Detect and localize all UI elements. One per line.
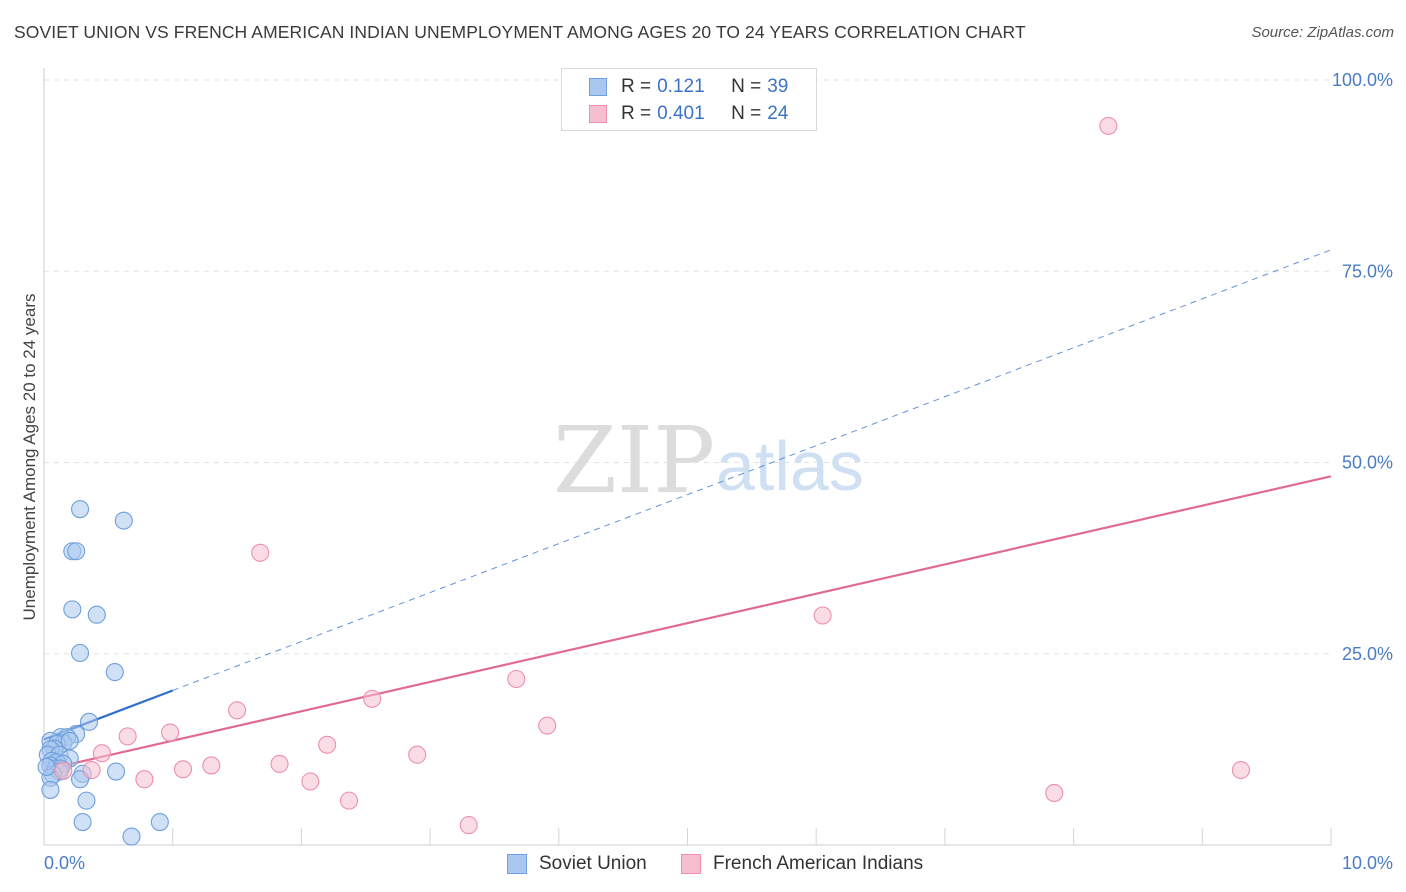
legend-item-french-american-indians[interactable]: French American Indians — [681, 851, 923, 877]
french-point — [82, 760, 101, 780]
y-tick-label: 100.0% — [1332, 70, 1393, 90]
french-point — [92, 744, 111, 763]
correlation-legend: R = 0.121 N = 39 R = 0.401 N = 24 — [561, 68, 817, 131]
soviet-point — [73, 812, 92, 832]
soviet-point — [114, 511, 133, 530]
soviet-point — [70, 643, 90, 663]
french-trendline — [43, 475, 1332, 772]
legend-label: Soviet Union — [539, 853, 647, 874]
french-point — [459, 816, 478, 835]
soviet-point — [150, 812, 169, 832]
french-legend-swatch — [681, 854, 701, 874]
y-tick-label: 50.0% — [1342, 453, 1393, 473]
legend-label: French American Indians — [713, 853, 924, 874]
y-tick-label: 75.0% — [1342, 261, 1393, 281]
soviet-point — [67, 542, 86, 561]
soviet-point — [41, 780, 60, 799]
r-label: R = — [621, 103, 652, 124]
axes: Unemployment Among Ages 20 to 24 years — [20, 68, 1331, 846]
n-label: N = — [731, 76, 762, 97]
french-point — [1045, 783, 1064, 803]
watermark-atlas: atlas — [716, 427, 864, 505]
r-label: R = — [621, 76, 652, 97]
french-point — [251, 543, 270, 562]
french-point — [135, 770, 154, 789]
french-point — [202, 756, 221, 775]
r-value: 0.401 — [657, 103, 705, 124]
soviet-point — [77, 791, 96, 810]
soviet-point — [79, 712, 99, 731]
n-value: 24 — [767, 103, 789, 124]
french-point — [538, 716, 557, 735]
soviet-legend-swatch — [507, 854, 527, 874]
n-value: 39 — [767, 76, 789, 97]
french-swatch — [589, 105, 607, 123]
legend-item-soviet-union[interactable]: Soviet Union — [507, 851, 647, 877]
french-point — [161, 723, 180, 742]
french-point — [54, 761, 73, 780]
french-point — [1099, 116, 1118, 135]
french-point — [173, 760, 193, 779]
tick-labels: 25.0% 50.0% 75.0% 100.0% 0.0% 10.0% — [44, 70, 1393, 873]
soviet-point — [60, 731, 79, 751]
french-point — [228, 701, 247, 720]
french-point — [118, 727, 137, 746]
french-point — [363, 689, 382, 708]
r-value: 0.121 — [657, 76, 705, 97]
soviet-point — [105, 663, 124, 682]
french-point — [1231, 760, 1250, 780]
x-tick-label-max: 10.0% — [1342, 853, 1393, 873]
french-point — [507, 669, 526, 689]
soviet-point — [70, 500, 90, 519]
french-point — [408, 745, 427, 764]
watermark: ZIP atlas — [553, 407, 864, 514]
soviet-swatch — [589, 78, 607, 96]
french-point — [301, 772, 320, 791]
chart-title: SOVIET UNION VS FRENCH AMERICAN INDIAN U… — [14, 22, 1026, 42]
gridlines — [44, 79, 1332, 845]
soviet-point — [37, 757, 56, 777]
x-tick-label-min: 0.0% — [44, 853, 85, 873]
soviet-point — [87, 605, 106, 624]
french-point — [270, 754, 289, 773]
soviet-trendline-dashed — [172, 249, 1332, 691]
watermark-zip: ZIP — [553, 407, 715, 514]
french-point — [813, 606, 832, 625]
soviet-point — [107, 762, 126, 781]
source-label: Source: ZipAtlas.com — [1251, 24, 1394, 41]
y-axis-title: Unemployment Among Ages 20 to 24 years — [20, 294, 39, 621]
french-point — [339, 791, 359, 810]
soviet-point — [63, 600, 82, 619]
french-point — [318, 735, 337, 754]
soviet-point — [122, 827, 141, 846]
n-label: N = — [731, 103, 762, 124]
y-tick-label: 25.0% — [1342, 644, 1393, 664]
legend-row-soviet: R = 0.121 N = 39 — [562, 73, 788, 101]
legend-row-french: R = 0.401 N = 24 — [562, 100, 788, 128]
